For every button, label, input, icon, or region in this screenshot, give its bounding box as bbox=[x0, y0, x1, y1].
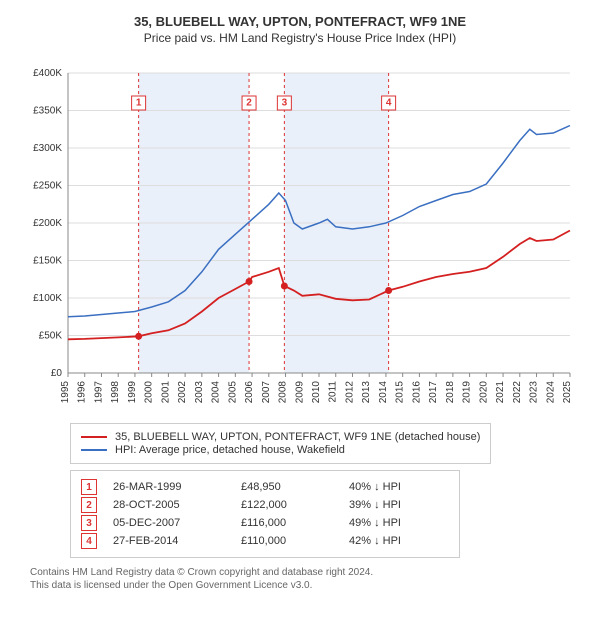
chart-container: £0 £50K £100K £150K £200K £250K £300K £350K £400… bbox=[20, 53, 580, 413]
legend-row: HPI: Average price, detached house, Wake… bbox=[81, 444, 480, 456]
license-line1: Contains HM Land Registry data © Crown c… bbox=[30, 567, 373, 578]
transaction-date: 05-DEC-2007 bbox=[113, 517, 233, 529]
svg-text:2018: 2018 bbox=[445, 381, 456, 404]
svg-text:2005: 2005 bbox=[227, 381, 238, 404]
svg-text:2: 2 bbox=[246, 98, 252, 109]
svg-text:2016: 2016 bbox=[411, 381, 422, 404]
svg-text:2019: 2019 bbox=[462, 381, 473, 404]
transaction-row: 4 27-FEB-2014 £110,000 42% ↓ HPI bbox=[81, 533, 449, 549]
license-text: Contains HM Land Registry data © Crown c… bbox=[30, 566, 570, 592]
svg-text:£250K: £250K bbox=[33, 181, 62, 192]
svg-text:£50K: £50K bbox=[39, 331, 63, 342]
svg-text:£150K: £150K bbox=[33, 256, 62, 267]
chart-titles: 35, BLUEBELL WAY, UPTON, PONTEFRACT, WF9… bbox=[10, 14, 590, 45]
svg-text:2024: 2024 bbox=[545, 381, 556, 404]
svg-text:2011: 2011 bbox=[328, 381, 339, 403]
price-chart: £0 £50K £100K £150K £200K £250K £300K £350K £400… bbox=[20, 53, 580, 413]
svg-text:2006: 2006 bbox=[244, 381, 255, 404]
transaction-row: 3 05-DEC-2007 £116,000 49% ↓ HPI bbox=[81, 515, 449, 531]
legend-swatch-hpi bbox=[81, 449, 107, 451]
legend-row: 35, BLUEBELL WAY, UPTON, PONTEFRACT, WF9… bbox=[81, 431, 480, 443]
svg-text:2015: 2015 bbox=[395, 381, 406, 404]
svg-text:2023: 2023 bbox=[529, 381, 540, 404]
svg-text:2014: 2014 bbox=[378, 381, 389, 404]
legend-swatch-property bbox=[81, 436, 107, 438]
transaction-date: 27-FEB-2014 bbox=[113, 535, 233, 547]
transaction-marker: 1 bbox=[81, 479, 97, 495]
svg-text:2003: 2003 bbox=[194, 381, 205, 404]
svg-text:2020: 2020 bbox=[478, 381, 489, 404]
chart-title-address: 35, BLUEBELL WAY, UPTON, PONTEFRACT, WF9… bbox=[10, 14, 590, 29]
svg-text:1996: 1996 bbox=[77, 381, 88, 404]
svg-text:£300K: £300K bbox=[33, 143, 62, 154]
transaction-price: £48,950 bbox=[241, 481, 341, 493]
svg-text:3: 3 bbox=[282, 98, 288, 109]
svg-text:2010: 2010 bbox=[311, 381, 322, 404]
svg-text:2008: 2008 bbox=[278, 381, 289, 404]
svg-text:2022: 2022 bbox=[512, 381, 523, 404]
svg-text:1995: 1995 bbox=[60, 381, 71, 404]
transaction-marker: 2 bbox=[81, 497, 97, 513]
legend-box: 35, BLUEBELL WAY, UPTON, PONTEFRACT, WF9… bbox=[70, 423, 491, 464]
transaction-marker: 3 bbox=[81, 515, 97, 531]
svg-text:2002: 2002 bbox=[177, 381, 188, 404]
transaction-price: £122,000 bbox=[241, 499, 341, 511]
svg-text:1997: 1997 bbox=[93, 381, 104, 404]
legend-label: 35, BLUEBELL WAY, UPTON, PONTEFRACT, WF9… bbox=[115, 431, 480, 443]
svg-text:2025: 2025 bbox=[562, 381, 573, 404]
license-line2: This data is licensed under the Open Gov… bbox=[30, 580, 312, 591]
svg-text:£100K: £100K bbox=[33, 293, 62, 304]
transactions-table: 1 26-MAR-1999 £48,950 40% ↓ HPI 2 28-OCT-2005… bbox=[70, 470, 460, 558]
svg-text:2021: 2021 bbox=[495, 381, 506, 404]
transaction-row: 1 26-MAR-1999 £48,950 40% ↓ HPI bbox=[81, 479, 449, 495]
svg-text:1998: 1998 bbox=[110, 381, 121, 404]
transaction-delta: 42% ↓ HPI bbox=[349, 535, 449, 547]
transaction-row: 2 28-OCT-2005 £122,000 39% ↓ HPI bbox=[81, 497, 449, 513]
svg-text:2012: 2012 bbox=[344, 381, 355, 404]
svg-text:2013: 2013 bbox=[361, 381, 372, 404]
transaction-delta: 49% ↓ HPI bbox=[349, 517, 449, 529]
svg-text:£400K: £400K bbox=[33, 68, 62, 79]
transaction-delta: 39% ↓ HPI bbox=[349, 499, 449, 511]
svg-text:2004: 2004 bbox=[211, 381, 222, 404]
svg-text:£200K: £200K bbox=[33, 218, 62, 229]
svg-text:1999: 1999 bbox=[127, 381, 138, 404]
transaction-date: 26-MAR-1999 bbox=[113, 481, 233, 493]
svg-text:4: 4 bbox=[386, 98, 392, 109]
svg-text:£0: £0 bbox=[51, 368, 63, 379]
transaction-delta: 40% ↓ HPI bbox=[349, 481, 449, 493]
transaction-price: £116,000 bbox=[241, 517, 341, 529]
transaction-date: 28-OCT-2005 bbox=[113, 499, 233, 511]
svg-text:2000: 2000 bbox=[144, 381, 155, 404]
transaction-price: £110,000 bbox=[241, 535, 341, 547]
svg-text:1: 1 bbox=[136, 98, 142, 109]
svg-text:£350K: £350K bbox=[33, 106, 62, 117]
svg-text:2001: 2001 bbox=[160, 381, 171, 404]
chart-title-sub: Price paid vs. HM Land Registry's House … bbox=[10, 31, 590, 45]
legend-label: HPI: Average price, detached house, Wake… bbox=[115, 444, 345, 456]
transaction-marker: 4 bbox=[81, 533, 97, 549]
svg-text:2007: 2007 bbox=[261, 381, 272, 404]
svg-text:2017: 2017 bbox=[428, 381, 439, 404]
svg-text:2009: 2009 bbox=[294, 381, 305, 404]
